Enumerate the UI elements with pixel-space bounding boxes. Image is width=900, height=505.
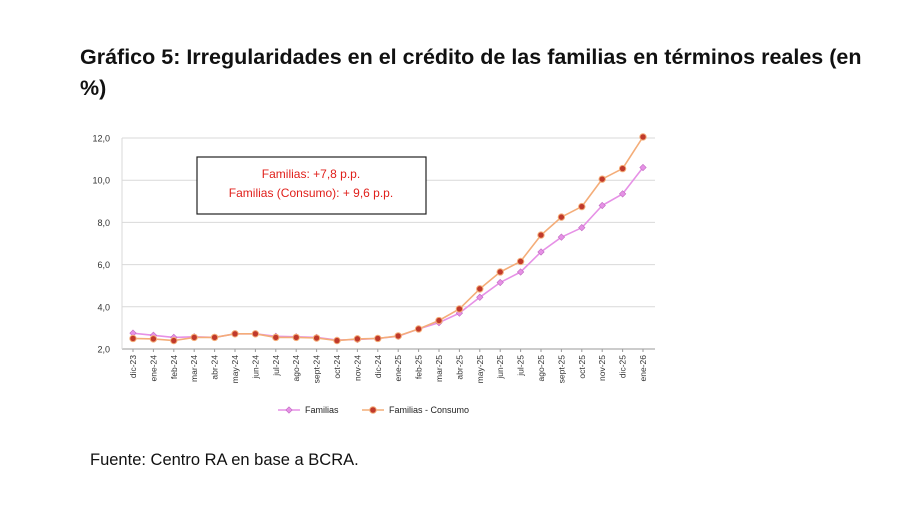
x-tick-label: jun-25 — [495, 355, 505, 380]
x-tick-label: sept-25 — [556, 355, 566, 384]
data-point-familias-consumo — [190, 333, 198, 342]
x-tick-label: dic-25 — [618, 355, 628, 378]
data-point-familias-consumo — [496, 268, 504, 276]
data-point-familias — [639, 163, 647, 172]
data-point-familias-consumo — [578, 202, 586, 211]
data-point-familias-consumo — [149, 335, 158, 343]
data-point-familias-consumo — [537, 231, 545, 239]
x-tick-label: nov-24 — [352, 355, 362, 381]
x-tick-label: dic-23 — [128, 355, 138, 378]
data-point-familias — [557, 233, 566, 241]
x-tick-label: oct-24 — [332, 355, 342, 379]
data-point-familias-consumo — [170, 336, 178, 345]
data-point-familias-consumo — [516, 257, 525, 266]
annotation-box: Familias: +7,8 p.p. Familias (Consumo): … — [196, 156, 427, 215]
data-point-familias-consumo — [476, 285, 484, 293]
x-tick-label: mar-25 — [434, 355, 444, 382]
data-point-familias — [578, 224, 586, 232]
data-point-familias-consumo — [618, 164, 627, 173]
x-tick-label: jun-24 — [250, 355, 260, 380]
data-point-familias-consumo — [272, 333, 280, 342]
data-point-familias-consumo — [129, 334, 137, 343]
data-point-familias — [537, 248, 545, 256]
y-tick-label: 10,0 — [92, 176, 110, 186]
y-tick-label: 2,0 — [97, 345, 110, 355]
x-tick-label: oct-25 — [577, 355, 587, 379]
legend-item-familias: Familias — [278, 405, 339, 415]
data-point-familias-consumo — [598, 175, 606, 183]
chart-title: Gráfico 5: Irregularidades en el crédito… — [80, 45, 862, 100]
x-tick-label: ene-26 — [638, 355, 648, 382]
data-point-familias-consumo — [374, 334, 382, 343]
x-tick-label: jul-25 — [516, 355, 526, 377]
x-tick-label: nov-25 — [597, 355, 607, 381]
y-tick-label: 12,0 — [92, 134, 110, 144]
data-point-familias-consumo — [210, 333, 219, 342]
legend-label-familias-consumo: Familias - Consumo — [389, 405, 469, 415]
data-point-familias-consumo — [435, 316, 443, 325]
data-point-familias — [618, 190, 627, 198]
data-point-familias-consumo — [251, 330, 260, 338]
y-tick-label: 8,0 — [97, 218, 110, 228]
data-point-familias-consumo — [312, 334, 321, 342]
x-tick-label: feb-25 — [414, 355, 424, 379]
annotation-line-2: Familias (Consumo): + 9,6 p.p. — [229, 186, 393, 200]
data-point-familias — [476, 293, 484, 301]
x-tick-label: abr-25 — [454, 355, 464, 380]
data-point-familias-consumo — [639, 133, 647, 141]
x-tick-label: ene-25 — [393, 355, 403, 382]
y-tick-label: 6,0 — [97, 260, 110, 270]
legend-item-familias-consumo: Familias - Consumo — [362, 405, 469, 415]
data-point-familias — [598, 201, 606, 210]
y-axis-ticks: 2,0 4,0 6,0 8,0 10,0 12,0 — [92, 134, 110, 355]
data-point-familias-consumo — [333, 336, 341, 345]
x-tick-label: mar-24 — [189, 355, 199, 382]
annotation-line-1: Familias: +7,8 p.p. — [262, 167, 360, 181]
x-tick-label: ene-24 — [148, 355, 158, 382]
x-axis-ticks: dic-23 ene-24 feb-24 mar-24 abr-24 may-24 jun-… — [128, 349, 648, 383]
y-tick-label: 4,0 — [97, 302, 110, 312]
data-point-familias-consumo — [231, 330, 239, 338]
x-tick-label: sept-24 — [312, 355, 322, 384]
x-tick-label: ago-25 — [536, 355, 546, 382]
data-point-familias-consumo — [455, 305, 464, 313]
data-point-familias-consumo — [557, 213, 566, 221]
data-point-familias — [496, 278, 504, 287]
data-point-familias-consumo — [414, 325, 423, 333]
source-note: Fuente: Centro RA en base a BCRA. — [90, 451, 359, 469]
x-tick-label: abr-24 — [210, 355, 220, 380]
data-point-familias-consumo — [353, 335, 362, 343]
x-tick-label: may-24 — [230, 355, 240, 384]
legend: Familias Familias - Consumo — [278, 405, 469, 415]
data-point-familias-consumo — [292, 333, 300, 342]
legend-label-familias: Familias — [305, 405, 339, 415]
x-tick-label: may-25 — [475, 355, 485, 384]
x-tick-label: feb-24 — [169, 355, 179, 379]
x-tick-label: dic-24 — [373, 355, 383, 378]
x-tick-label: jul-24 — [271, 355, 281, 377]
data-point-familias-consumo — [394, 332, 402, 340]
series-lines — [129, 133, 647, 345]
data-point-familias — [516, 268, 525, 276]
x-tick-label: ago-24 — [291, 355, 301, 382]
